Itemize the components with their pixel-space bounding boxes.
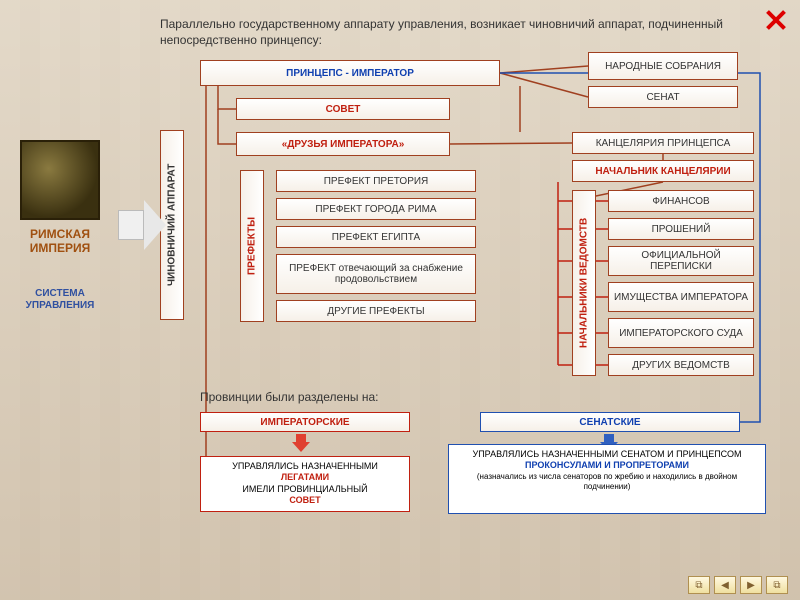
box-kancel: КАНЦЕЛЯРИЯ ПРИНЦЕПСА (572, 132, 754, 154)
box-sud: ИМПЕРАТОРСКОГО СУДА (608, 318, 754, 348)
coin-image (20, 140, 100, 220)
vlabel-nachv: НАЧАЛЬНИКИ ВЕДОМСТВ (572, 190, 596, 376)
nav-prev[interactable]: ◀ (714, 576, 736, 594)
box-narod: НАРОДНЫЕ СОБРАНИЯ (588, 52, 738, 80)
box-imp_hdr: ИМПЕРАТОРСКИЕ (200, 412, 410, 432)
nav-next[interactable]: ▶ (740, 576, 762, 594)
box-perep: ОФИЦИАЛЬНОЙ ПЕРЕПИСКИ (608, 246, 754, 276)
intro-text: Параллельно государственному аппарату уп… (160, 16, 750, 48)
nav-buttons: ⧉ ◀ ▶ ⧉ (688, 576, 788, 594)
small-arrow-red (292, 434, 310, 452)
left-title: РИМСКАЯ ИМПЕРИЯ (18, 228, 102, 256)
nav-first[interactable]: ⧉ (688, 576, 710, 594)
box-pref_pret: ПРЕФЕКТ ПРЕТОРИЯ (276, 170, 476, 192)
box-fin: ФИНАНСОВ (608, 190, 754, 212)
box-druzya: «ДРУЗЬЯ ИМПЕРАТОРА» (236, 132, 450, 156)
vlabel-pref: ПРЕФЕКТЫ (240, 170, 264, 322)
provbox-senate: УПРАВЛЯЛИСЬ НАЗНАЧЕННЫМИ СЕНАТОМ И ПРИНЦ… (448, 444, 766, 514)
nav-last[interactable]: ⧉ (766, 576, 788, 594)
box-pref_snab: ПРЕФЕКТ отвечающий за снабжение продовол… (276, 254, 476, 294)
box-imush: ИМУЩЕСТВА ИМПЕРАТОРА (608, 282, 754, 312)
box-drved: ДРУГИХ ВЕДОМСТВ (608, 354, 754, 376)
box-senat: СЕНАТ (588, 86, 738, 108)
big-arrow (118, 200, 166, 250)
box-sen_hdr: СЕНАТСКИЕ (480, 412, 740, 432)
provbox-imperial: УПРАВЛЯЛИСЬ НАЗНАЧЕННЫМИЛЕГАТАМИИМЕЛИ ПР… (200, 456, 410, 512)
box-nachkanc: НАЧАЛЬНИК КАНЦЕЛЯРИИ (572, 160, 754, 182)
left-subtitle: СИСТЕМА УПРАВЛЕНИЯ (18, 288, 102, 311)
box-pref_egy: ПРЕФЕКТ ЕГИПТА (276, 226, 476, 248)
close-icon[interactable] (764, 8, 788, 32)
box-princeps: ПРИНЦЕПС - ИМПЕРАТОР (200, 60, 500, 86)
box-pref_rim: ПРЕФЕКТ ГОРОДА РИМА (276, 198, 476, 220)
box-sovet: СОВЕТ (236, 98, 450, 120)
provinces-caption: Провинции были разделены на: (200, 390, 378, 404)
box-prosh: ПРОШЕНИЙ (608, 218, 754, 240)
box-pref_other: ДРУГИЕ ПРЕФЕКТЫ (276, 300, 476, 322)
